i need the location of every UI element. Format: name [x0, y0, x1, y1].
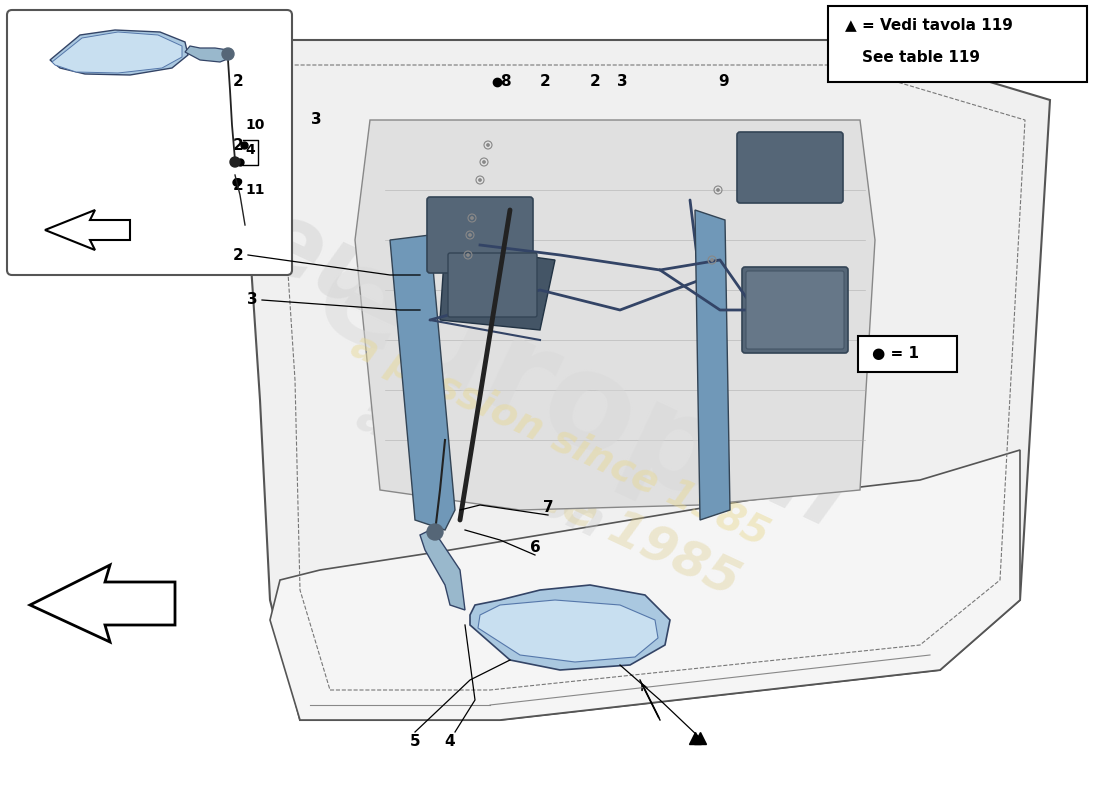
Polygon shape: [390, 235, 455, 530]
Text: 2: 2: [232, 178, 243, 193]
Circle shape: [466, 254, 470, 257]
Text: 2: 2: [232, 138, 243, 153]
Text: 4: 4: [444, 734, 455, 750]
Text: See table 119: See table 119: [862, 50, 980, 66]
Text: 7: 7: [542, 501, 553, 515]
Circle shape: [471, 217, 473, 219]
Polygon shape: [470, 585, 670, 670]
FancyBboxPatch shape: [7, 10, 292, 275]
Text: 11: 11: [245, 183, 264, 197]
Circle shape: [427, 524, 443, 540]
Polygon shape: [50, 30, 188, 75]
Text: 5: 5: [409, 734, 420, 750]
Text: europaresn: europaresn: [238, 190, 862, 550]
Circle shape: [222, 48, 234, 60]
FancyBboxPatch shape: [427, 197, 534, 273]
Circle shape: [483, 161, 485, 163]
Polygon shape: [440, 245, 556, 330]
Text: since 1985: since 1985: [453, 434, 747, 606]
FancyBboxPatch shape: [448, 253, 537, 317]
Circle shape: [486, 143, 490, 146]
Circle shape: [716, 189, 719, 191]
Text: ▲ = Vedi tavola 119: ▲ = Vedi tavola 119: [845, 18, 1013, 33]
Text: 8: 8: [499, 74, 510, 90]
Text: 3: 3: [310, 113, 321, 127]
Polygon shape: [30, 565, 175, 642]
Polygon shape: [420, 530, 465, 610]
Circle shape: [478, 178, 482, 182]
Text: 10: 10: [245, 118, 264, 132]
Polygon shape: [695, 210, 730, 520]
Polygon shape: [185, 46, 230, 62]
FancyBboxPatch shape: [858, 336, 957, 372]
Text: 9: 9: [718, 74, 729, 90]
Text: 3: 3: [246, 293, 257, 307]
Text: 3: 3: [617, 74, 627, 90]
Circle shape: [711, 258, 714, 262]
Text: europ: europ: [297, 230, 744, 530]
Polygon shape: [52, 32, 182, 73]
Circle shape: [469, 234, 472, 237]
Text: a passion since 1985: a passion since 1985: [345, 326, 774, 554]
Polygon shape: [45, 210, 130, 250]
Text: 2: 2: [540, 74, 550, 90]
Text: 2: 2: [590, 74, 601, 90]
Polygon shape: [478, 600, 658, 662]
Text: ● = 1: ● = 1: [872, 346, 918, 362]
FancyBboxPatch shape: [737, 132, 843, 203]
Text: 6: 6: [529, 541, 540, 555]
Text: 2: 2: [232, 247, 243, 262]
Polygon shape: [355, 120, 874, 510]
Text: 4: 4: [245, 143, 255, 157]
Text: a passion: a passion: [349, 392, 612, 548]
Circle shape: [230, 157, 240, 167]
Text: 2: 2: [232, 74, 243, 90]
FancyBboxPatch shape: [828, 6, 1087, 82]
Polygon shape: [220, 40, 1050, 720]
FancyBboxPatch shape: [742, 267, 848, 353]
Polygon shape: [270, 450, 1020, 720]
FancyBboxPatch shape: [746, 271, 844, 349]
